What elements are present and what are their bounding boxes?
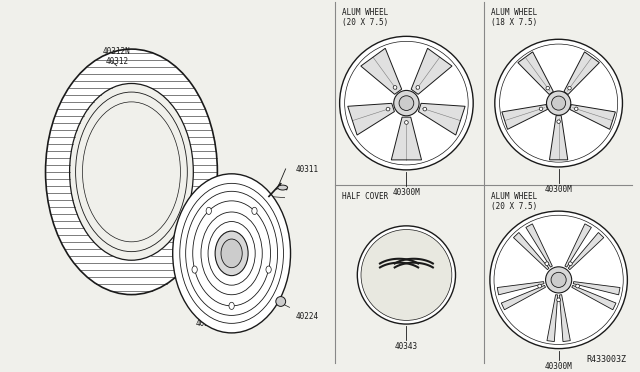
Ellipse shape	[540, 107, 543, 110]
Text: 40224: 40224	[296, 312, 319, 321]
Text: ALUM WHEEL: ALUM WHEEL	[342, 8, 388, 17]
Ellipse shape	[276, 296, 285, 307]
Polygon shape	[559, 295, 570, 341]
Ellipse shape	[576, 284, 579, 288]
Polygon shape	[419, 103, 465, 135]
Ellipse shape	[386, 107, 390, 111]
Text: (20 X 7.5): (20 X 7.5)	[491, 202, 537, 211]
Ellipse shape	[361, 230, 452, 320]
Ellipse shape	[340, 36, 473, 170]
Polygon shape	[573, 282, 620, 295]
Ellipse shape	[557, 120, 561, 124]
Ellipse shape	[568, 86, 572, 90]
Ellipse shape	[552, 96, 566, 110]
Ellipse shape	[490, 211, 627, 349]
Polygon shape	[572, 285, 616, 310]
Polygon shape	[570, 105, 616, 129]
Ellipse shape	[357, 226, 456, 324]
Ellipse shape	[70, 83, 193, 260]
Text: 40343: 40343	[395, 342, 418, 351]
Ellipse shape	[557, 298, 561, 302]
Polygon shape	[568, 232, 604, 270]
Text: 40312N: 40312N	[103, 47, 131, 56]
Ellipse shape	[495, 39, 623, 167]
Ellipse shape	[416, 86, 420, 89]
Ellipse shape	[393, 86, 397, 89]
Polygon shape	[411, 48, 452, 94]
Ellipse shape	[252, 207, 257, 215]
Ellipse shape	[575, 107, 578, 110]
Ellipse shape	[404, 121, 408, 124]
Polygon shape	[497, 282, 544, 295]
Polygon shape	[361, 48, 402, 94]
Ellipse shape	[546, 86, 550, 90]
Polygon shape	[502, 105, 547, 129]
Ellipse shape	[215, 231, 248, 276]
Text: (20 X 7.5): (20 X 7.5)	[342, 18, 388, 27]
Text: 40312: 40312	[105, 57, 128, 66]
Ellipse shape	[545, 267, 572, 293]
Ellipse shape	[45, 49, 218, 295]
Text: 40300M: 40300M	[545, 362, 573, 371]
Ellipse shape	[545, 262, 549, 266]
Ellipse shape	[551, 272, 566, 288]
Ellipse shape	[221, 239, 242, 268]
Text: ALUM WHEEL: ALUM WHEEL	[491, 192, 537, 202]
Text: 40311: 40311	[296, 165, 319, 174]
Polygon shape	[547, 295, 557, 341]
Ellipse shape	[173, 174, 291, 333]
Ellipse shape	[278, 185, 287, 190]
Text: HALF COVER: HALF COVER	[342, 192, 388, 202]
Polygon shape	[348, 103, 394, 135]
Polygon shape	[391, 117, 422, 160]
Ellipse shape	[423, 107, 427, 111]
Ellipse shape	[229, 302, 234, 310]
Text: 40300M: 40300M	[545, 185, 573, 193]
Ellipse shape	[568, 262, 572, 266]
Ellipse shape	[547, 91, 571, 115]
Polygon shape	[565, 224, 591, 267]
Text: 40300M: 40300M	[392, 187, 420, 196]
Text: ALUM WHEEL: ALUM WHEEL	[491, 8, 537, 17]
Ellipse shape	[206, 207, 211, 215]
Ellipse shape	[399, 96, 414, 110]
Polygon shape	[526, 224, 552, 267]
Ellipse shape	[266, 266, 271, 273]
Ellipse shape	[192, 266, 197, 273]
Polygon shape	[501, 285, 545, 310]
Text: 40300P: 40300P	[195, 319, 223, 328]
Polygon shape	[564, 52, 600, 94]
Text: R433003Z: R433003Z	[586, 356, 627, 365]
Polygon shape	[513, 232, 549, 270]
Ellipse shape	[394, 90, 419, 116]
Polygon shape	[518, 52, 554, 94]
Polygon shape	[550, 116, 568, 160]
Text: (18 X 7.5): (18 X 7.5)	[491, 18, 537, 27]
Ellipse shape	[538, 284, 541, 288]
